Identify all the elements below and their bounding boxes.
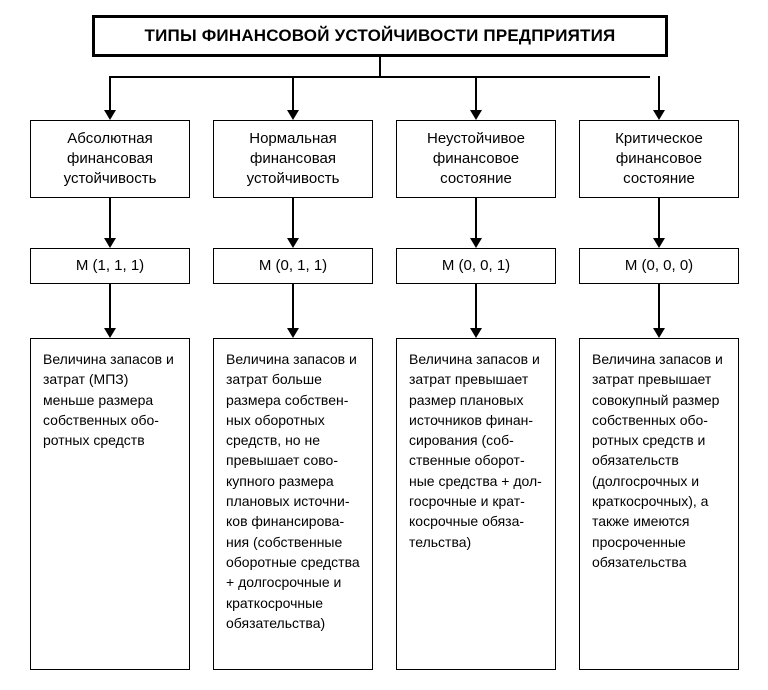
arrowhead-col3-b xyxy=(470,238,482,248)
type-box-2: Нормальная финансовая устойчивость xyxy=(213,120,373,198)
m-box-4: М (0, 0, 0) xyxy=(579,248,739,284)
type-box-3: Неустойчивое финансовое состояние xyxy=(396,120,556,198)
arrow-line-col2-b xyxy=(292,198,294,238)
arrowhead-col3-a xyxy=(470,110,482,120)
diagram-canvas: ТИПЫ ФИНАНСОВОЙ УСТОЙЧИВОСТИ ПРЕДПРИЯТИЯ… xyxy=(0,0,768,690)
arrow-line-col4-a xyxy=(658,76,660,110)
type-box-4: Критическое финансовое состояние xyxy=(579,120,739,198)
arrowhead-col3-c xyxy=(470,328,482,338)
arrowhead-col4-c xyxy=(653,328,665,338)
arrowhead-col4-a xyxy=(653,110,665,120)
type-box-1: Абсолютная финансовая устойчивость xyxy=(30,120,190,198)
arrowhead-col4-b xyxy=(653,238,665,248)
desc-box-2: Величина запасов и затрат больше размера… xyxy=(213,338,373,670)
desc-box-1: Величина запасов и затрат (МПЗ) меньше р… xyxy=(30,338,190,670)
connector-title-down xyxy=(379,57,381,76)
arrow-line-col3-a xyxy=(475,76,477,110)
title-box: ТИПЫ ФИНАНСОВОЙ УСТОЙЧИВОСТИ ПРЕДПРИЯТИЯ xyxy=(92,15,668,57)
arrow-line-col1-c xyxy=(109,284,111,328)
connector-hub xyxy=(110,76,650,78)
desc-box-3: Величина запасов и затрат превышает разм… xyxy=(396,338,556,670)
arrowhead-col2-c xyxy=(287,328,299,338)
desc-box-4: Величина запасов и затрат превышает сово… xyxy=(579,338,739,670)
arrow-line-col4-b xyxy=(658,198,660,238)
arrowhead-col2-b xyxy=(287,238,299,248)
arrow-line-col1-a xyxy=(109,76,111,110)
arrow-line-col4-c xyxy=(658,284,660,328)
arrow-line-col3-b xyxy=(475,198,477,238)
arrowhead-col1-c xyxy=(104,328,116,338)
arrow-line-col3-c xyxy=(475,284,477,328)
arrowhead-col1-b xyxy=(104,238,116,248)
m-box-3: М (0, 0, 1) xyxy=(396,248,556,284)
arrowhead-col2-a xyxy=(287,110,299,120)
m-box-2: М (0, 1, 1) xyxy=(213,248,373,284)
arrowhead-col1-a xyxy=(104,110,116,120)
arrow-line-col2-a xyxy=(292,76,294,110)
arrow-line-col2-c xyxy=(292,284,294,328)
arrow-line-col1-b xyxy=(109,198,111,238)
m-box-1: М (1, 1, 1) xyxy=(30,248,190,284)
